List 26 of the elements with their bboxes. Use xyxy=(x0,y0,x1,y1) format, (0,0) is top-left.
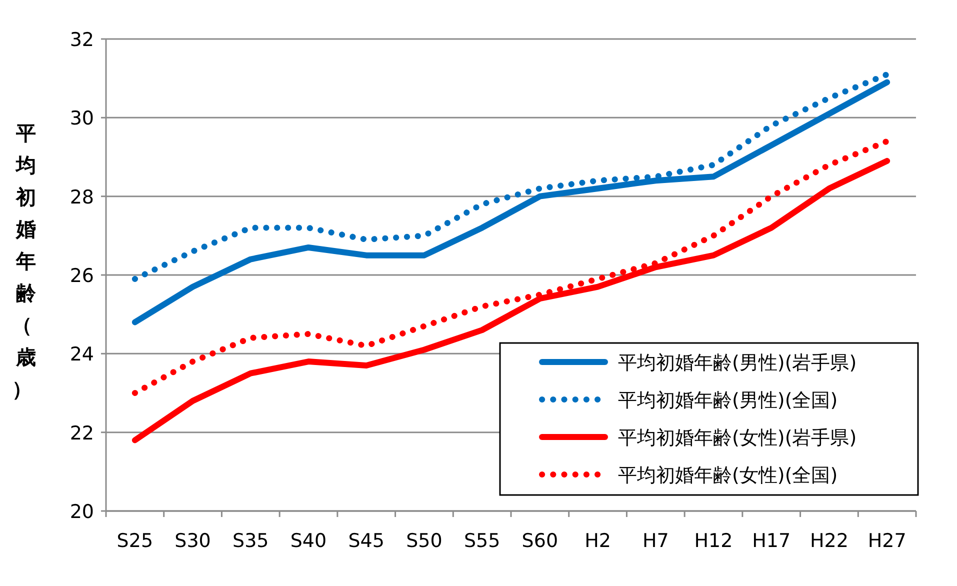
x-tick-label: H2 xyxy=(584,530,611,552)
y-tick-label: 22 xyxy=(70,422,94,444)
x-tick-label: S40 xyxy=(290,530,327,552)
x-tick-label: S45 xyxy=(348,530,384,552)
legend-label: 平均初婚年齢(男性)(全国) xyxy=(618,390,838,412)
legend-label: 平均初婚年齢(男性)(岩手県) xyxy=(618,352,857,374)
x-tick-label: S50 xyxy=(406,530,442,552)
y-tick-label: 28 xyxy=(70,186,94,208)
x-tick-label: S30 xyxy=(174,530,211,552)
x-tick-label: H22 xyxy=(810,530,848,552)
legend-label: 平均初婚年齢(女性)(岩手県) xyxy=(618,427,857,449)
x-tick-label: H12 xyxy=(694,530,733,552)
legend-label: 平均初婚年齢(女性)(全国) xyxy=(618,464,838,486)
x-tick-label: S55 xyxy=(464,530,500,552)
x-tick-label: H17 xyxy=(752,530,791,552)
x-tick-label: S25 xyxy=(116,530,154,552)
y-tick-label: 24 xyxy=(70,344,94,366)
x-tick-label: H27 xyxy=(868,530,906,552)
y-tick-label: 30 xyxy=(70,108,94,130)
y-tick-label: 20 xyxy=(70,501,94,523)
y-tick-label: 26 xyxy=(70,265,94,287)
x-tick-label: H7 xyxy=(642,530,669,552)
y-tick-label: 32 xyxy=(70,29,94,51)
x-tick-label: S35 xyxy=(232,530,269,552)
text: 平均初婚年齢（歳） xyxy=(12,121,36,401)
x-tick-label: S60 xyxy=(522,530,558,552)
